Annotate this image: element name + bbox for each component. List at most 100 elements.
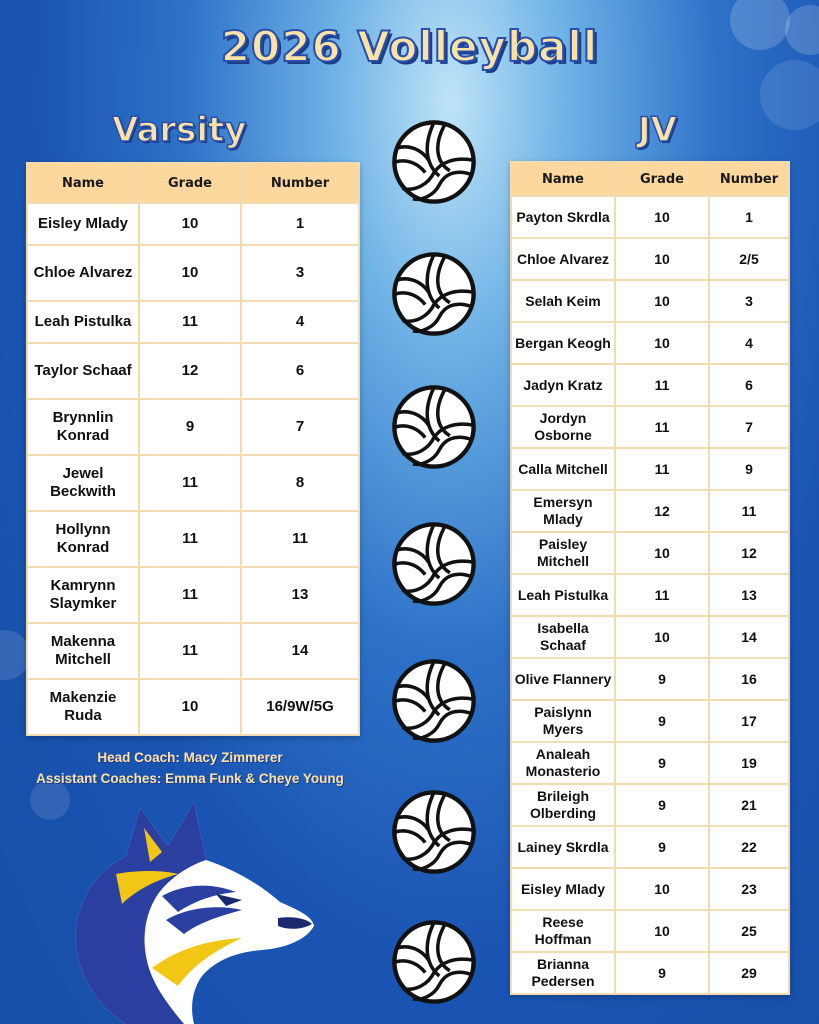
coaches-credits: Head Coach: Macy Zimmerer Assistant Coac… [0, 747, 380, 789]
table-row: Lainey Skrdla 9 22 [510, 825, 790, 869]
table-row: Jordyn Osborne 11 7 [510, 405, 790, 449]
cell-grade: 12 [138, 342, 242, 400]
table-row: Calla Mitchell 11 9 [510, 447, 790, 491]
jv-heading: JV [637, 109, 677, 151]
bokeh-light [760, 60, 819, 130]
column-header-grade: Grade [614, 161, 710, 197]
cell-grade: 9 [614, 783, 710, 827]
cell-grade: 9 [614, 741, 710, 785]
cell-number: 22 [708, 825, 790, 869]
cell-number: 17 [708, 699, 790, 743]
cell-name: Eisley Mlady [26, 202, 140, 246]
cell-grade: 11 [614, 447, 710, 491]
table-row: Brynnlin Konrad 9 7 [26, 398, 360, 456]
column-header-name: Name [510, 161, 616, 197]
cell-grade: 11 [138, 510, 242, 568]
head-coach-text: Head Coach: Macy Zimmerer [97, 750, 283, 765]
cell-name: Reese Hoffman [510, 909, 616, 953]
cell-name: Paislynn Myers [510, 699, 616, 743]
cell-grade: 9 [138, 398, 242, 456]
volleyball-icon [390, 788, 478, 876]
cell-number: 4 [240, 300, 360, 344]
cell-grade: 10 [138, 678, 242, 736]
table-row: Paisley Mitchell 10 12 [510, 531, 790, 575]
cell-grade: 11 [138, 300, 242, 344]
table-row: Taylor Schaaf 12 6 [26, 342, 360, 400]
cell-name: Brianna Pedersen [510, 951, 616, 995]
cell-grade: 10 [614, 531, 710, 575]
table-row: Paislynn Myers 9 17 [510, 699, 790, 743]
cell-grade: 10 [614, 195, 710, 239]
cell-number: 11 [240, 510, 360, 568]
cell-grade: 11 [614, 405, 710, 449]
table-row: Hollynn Konrad 11 11 [26, 510, 360, 568]
cell-number: 25 [708, 909, 790, 953]
cell-number: 6 [708, 363, 790, 407]
cell-grade: 11 [138, 622, 242, 680]
volleyball-icon [390, 383, 478, 471]
jv-roster-table: Name Grade Number Payton Skrdla 10 1 Chloe … [510, 161, 790, 995]
cell-number: 9 [708, 447, 790, 491]
table-header-row: Name Grade Number [510, 161, 790, 197]
cell-name: Kamrynn Slaymker [26, 566, 140, 624]
cell-number: 3 [240, 244, 360, 302]
cell-name: Calla Mitchell [510, 447, 616, 491]
table-row: Reese Hoffman 10 25 [510, 909, 790, 953]
column-header-grade: Grade [138, 162, 242, 204]
cell-name: Brileigh Olberding [510, 783, 616, 827]
cell-number: 1 [708, 195, 790, 239]
cell-number: 2/5 [708, 237, 790, 281]
cell-grade: 11 [614, 363, 710, 407]
volleyball-icon [390, 118, 478, 206]
cell-grade: 11 [138, 566, 242, 624]
table-row: Makenzie Ruda 10 16/9W/5G [26, 678, 360, 736]
cell-name: Chloe Alvarez [510, 237, 616, 281]
cell-name: Analeah Monasterio [510, 741, 616, 785]
page-title: 2026 Volleyball [220, 21, 599, 72]
table-row: Olive Flannery 9 16 [510, 657, 790, 701]
cell-grade: 10 [138, 244, 242, 302]
volleyball-icon [390, 657, 478, 745]
cell-grade: 10 [614, 237, 710, 281]
cell-number: 11 [708, 489, 790, 533]
cell-grade: 9 [614, 699, 710, 743]
cell-grade: 10 [614, 279, 710, 323]
cell-number: 13 [708, 573, 790, 617]
cell-name: Paisley Mitchell [510, 531, 616, 575]
cell-name: Emersyn Mlady [510, 489, 616, 533]
table-row: Eisley Mlady 10 1 [26, 202, 360, 246]
cell-grade: 11 [614, 573, 710, 617]
cell-grade: 9 [614, 657, 710, 701]
cell-name: Chloe Alvarez [26, 244, 140, 302]
cell-grade: 10 [614, 321, 710, 365]
cell-grade: 10 [614, 909, 710, 953]
table-row: Brileigh Olberding 9 21 [510, 783, 790, 827]
cell-name: Makenzie Ruda [26, 678, 140, 736]
cell-name: Olive Flannery [510, 657, 616, 701]
cell-number: 14 [708, 615, 790, 659]
column-header-name: Name [26, 162, 140, 204]
table-header-row: Name Grade Number [26, 162, 360, 204]
volleyball-icon [390, 520, 478, 608]
cell-number: 21 [708, 783, 790, 827]
table-row: Isabella Schaaf 10 14 [510, 615, 790, 659]
cell-number: 1 [240, 202, 360, 246]
cell-grade: 10 [614, 867, 710, 911]
cell-name: Payton Skrdla [510, 195, 616, 239]
varsity-roster-table: Name Grade Number Eisley Mlady 10 1 Chloe A… [26, 162, 360, 736]
cell-number: 3 [708, 279, 790, 323]
cell-number: 6 [240, 342, 360, 400]
table-row: Leah Pistulka 11 4 [26, 300, 360, 344]
cell-number: 7 [240, 398, 360, 456]
table-row: Emersyn Mlady 12 11 [510, 489, 790, 533]
cell-number: 29 [708, 951, 790, 995]
cell-grade: 11 [138, 454, 242, 512]
cell-number: 23 [708, 867, 790, 911]
cell-grade: 10 [138, 202, 242, 246]
cell-name: Brynnlin Konrad [26, 398, 140, 456]
table-row: Analeah Monasterio 9 19 [510, 741, 790, 785]
cell-grade: 12 [614, 489, 710, 533]
cell-number: 19 [708, 741, 790, 785]
cell-name: Jordyn Osborne [510, 405, 616, 449]
cell-name: Hollynn Konrad [26, 510, 140, 568]
